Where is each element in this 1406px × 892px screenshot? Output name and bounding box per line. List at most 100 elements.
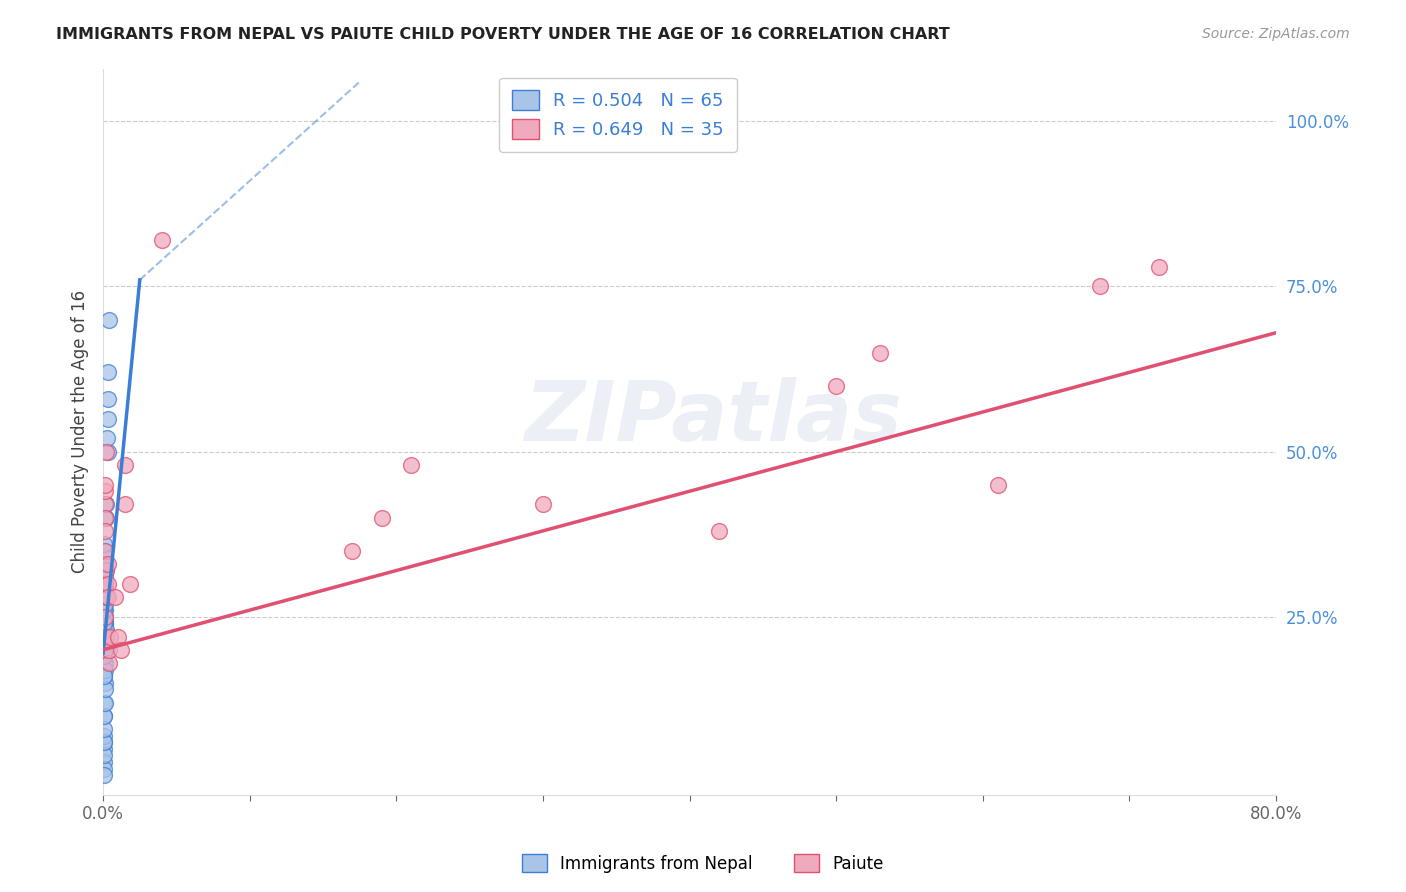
Point [94, 616, 117, 631]
Point [93, 729, 115, 743]
Point [93, 557, 115, 571]
Point [93, 656, 115, 670]
Point [94, 590, 117, 604]
Text: Source: ZipAtlas.com: Source: ZipAtlas.com [1202, 27, 1350, 41]
Point [93, 642, 115, 657]
Point [93, 708, 115, 723]
Point [94, 636, 117, 650]
Point [93, 609, 115, 624]
Point [96, 365, 118, 379]
Point [399, 458, 422, 472]
Point [96, 431, 118, 445]
Point [93, 484, 115, 499]
Point [93, 498, 115, 512]
Point [93, 543, 115, 558]
Point [100, 630, 122, 644]
Point [93, 603, 115, 617]
Point [93, 642, 115, 657]
Point [97, 392, 120, 406]
Point [93, 630, 115, 644]
Point [94, 682, 117, 697]
Point [96, 444, 118, 458]
Point [93, 735, 115, 749]
Point [93, 616, 115, 631]
Point [94, 590, 117, 604]
Point [93, 616, 115, 631]
Y-axis label: Child Poverty Under the Age of 16: Child Poverty Under the Age of 16 [72, 290, 89, 574]
Point [93, 609, 115, 624]
Point [986, 477, 1008, 491]
Point [342, 543, 364, 558]
Point [93, 537, 115, 551]
Point [107, 630, 129, 644]
Point [1088, 279, 1111, 293]
Point [104, 590, 127, 604]
Point [1147, 260, 1170, 274]
Point [94, 510, 117, 524]
Point [93, 609, 115, 624]
Point [94, 498, 117, 512]
Point [93, 755, 115, 769]
Point [370, 510, 392, 524]
Point [93, 649, 115, 664]
Point [96, 411, 118, 425]
Point [93, 663, 115, 677]
Point [93, 630, 115, 644]
Point [96, 590, 118, 604]
Point [93, 675, 115, 690]
Point [93, 762, 115, 776]
Point [93, 642, 115, 657]
Point [93, 696, 115, 710]
Point [94, 524, 117, 538]
Point [114, 458, 136, 472]
Point [94, 583, 117, 598]
Point [96, 557, 118, 571]
Point [94, 564, 117, 578]
Point [93, 669, 115, 683]
Point [94, 477, 117, 491]
Point [93, 722, 115, 736]
Point [93, 696, 115, 710]
Point [96, 576, 118, 591]
Point [94, 564, 117, 578]
Point [869, 345, 891, 359]
Point [93, 590, 115, 604]
Point [93, 636, 115, 650]
Point [93, 748, 115, 763]
Point [114, 498, 136, 512]
Point [110, 642, 132, 657]
Point [93, 590, 115, 604]
Point [93, 741, 115, 756]
Point [98, 312, 121, 326]
Point [94, 576, 117, 591]
Point [93, 768, 115, 782]
Point [94, 564, 117, 578]
Point [94, 570, 117, 584]
Point [93, 735, 115, 749]
Point [118, 576, 141, 591]
Point [94, 630, 117, 644]
Point [93, 649, 115, 664]
Point [707, 524, 730, 538]
Point [93, 603, 115, 617]
Point [93, 642, 115, 657]
Point [94, 576, 117, 591]
Point [94, 609, 117, 624]
Point [825, 378, 848, 392]
Point [93, 656, 115, 670]
Point [93, 597, 115, 611]
Legend: R = 0.504   N = 65, R = 0.649   N = 35: R = 0.504 N = 65, R = 0.649 N = 35 [499, 78, 737, 152]
Point [93, 623, 115, 637]
Point [93, 550, 115, 565]
Text: IMMIGRANTS FROM NEPAL VS PAIUTE CHILD POVERTY UNDER THE AGE OF 16 CORRELATION CH: IMMIGRANTS FROM NEPAL VS PAIUTE CHILD PO… [56, 27, 950, 42]
Point [94, 576, 117, 591]
Point [94, 510, 117, 524]
Point [94, 623, 117, 637]
Point [93, 597, 115, 611]
Point [531, 498, 554, 512]
Point [93, 708, 115, 723]
Text: ZIPatlas: ZIPatlas [524, 376, 903, 458]
Point [93, 669, 115, 683]
Point [93, 663, 115, 677]
Point [93, 543, 115, 558]
